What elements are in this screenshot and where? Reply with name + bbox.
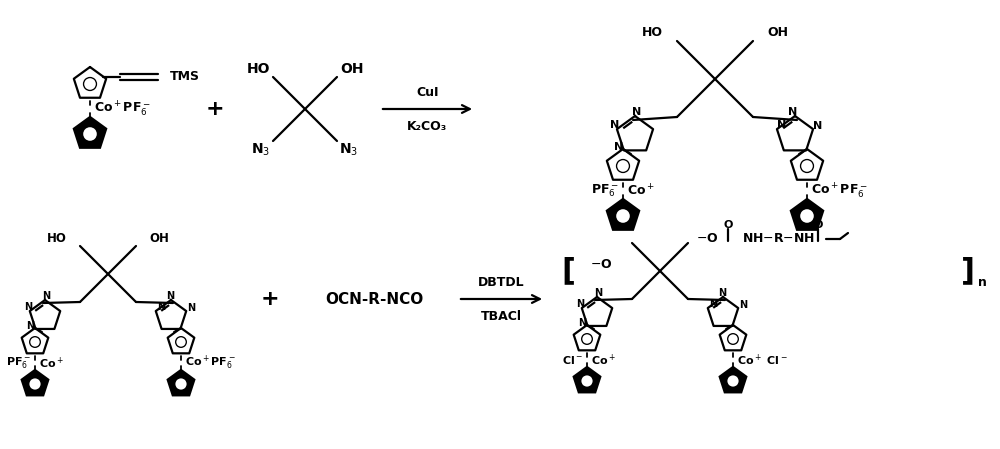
Text: N: N [157, 302, 165, 312]
Text: n: n [978, 276, 987, 289]
Text: O: O [723, 220, 733, 230]
Text: Co$^+$: Co$^+$ [627, 183, 655, 198]
Text: N: N [579, 318, 587, 328]
Text: N: N [813, 121, 823, 131]
Text: N: N [610, 120, 620, 130]
Circle shape [727, 375, 739, 387]
Text: HO: HO [246, 62, 270, 76]
Text: N: N [709, 299, 717, 309]
Text: $-$O: $-$O [696, 233, 718, 246]
Text: Co$^+$: Co$^+$ [591, 352, 616, 368]
Text: OCN-R-NCO: OCN-R-NCO [325, 291, 423, 307]
Text: Co$^+$PF$_6^-$: Co$^+$PF$_6^-$ [185, 354, 236, 372]
Polygon shape [22, 370, 48, 395]
Text: ]: ] [961, 256, 975, 286]
Text: N: N [166, 291, 174, 301]
Circle shape [83, 127, 97, 141]
Text: [: [ [561, 256, 575, 286]
Text: Co$^+$PF$_6^-$: Co$^+$PF$_6^-$ [94, 100, 151, 119]
Text: N: N [24, 302, 32, 312]
Text: NH$-$R$-$NH: NH$-$R$-$NH [742, 233, 814, 246]
Circle shape [800, 209, 814, 223]
Text: N$_3$: N$_3$ [339, 142, 359, 158]
Text: Cl$^-$: Cl$^-$ [562, 354, 583, 366]
Text: Co$^+$PF$_6^-$: Co$^+$PF$_6^-$ [811, 181, 868, 200]
Text: CuI: CuI [416, 85, 439, 98]
Circle shape [29, 379, 41, 390]
Text: N: N [614, 142, 623, 152]
Text: OH: OH [767, 26, 788, 40]
Polygon shape [791, 199, 823, 230]
Text: N: N [777, 120, 787, 130]
Circle shape [175, 379, 187, 390]
Text: N: N [42, 291, 50, 301]
Text: OH: OH [340, 62, 364, 76]
Text: K₂CO₃: K₂CO₃ [407, 119, 448, 132]
Text: TMS: TMS [170, 70, 200, 84]
Polygon shape [168, 370, 194, 395]
Text: +: + [206, 99, 224, 119]
Polygon shape [720, 367, 746, 392]
Polygon shape [574, 367, 600, 392]
Text: N: N [718, 288, 726, 298]
Text: +: + [261, 289, 279, 309]
Text: N: N [576, 299, 584, 309]
Text: PF$_6^-$: PF$_6^-$ [591, 183, 619, 199]
Text: DBTDL: DBTDL [478, 276, 525, 289]
Text: N: N [27, 321, 35, 331]
Text: N: N [187, 303, 195, 313]
Polygon shape [607, 199, 639, 230]
Text: O: O [813, 220, 823, 230]
Text: HO: HO [642, 26, 663, 40]
Text: TBACl: TBACl [481, 309, 522, 322]
Text: N: N [739, 300, 747, 310]
Text: Co$^+$ Cl$^-$: Co$^+$ Cl$^-$ [737, 352, 788, 368]
Text: N: N [788, 107, 798, 117]
Text: HO: HO [47, 233, 67, 246]
Polygon shape [74, 117, 106, 148]
Text: N$_3$: N$_3$ [251, 142, 271, 158]
Circle shape [616, 209, 630, 223]
Text: $-$O: $-$O [590, 257, 612, 270]
Circle shape [581, 375, 593, 387]
Text: PF$_6^-$: PF$_6^-$ [6, 356, 31, 370]
Text: N: N [632, 107, 642, 117]
Text: OH: OH [149, 233, 169, 246]
Text: N: N [594, 288, 602, 298]
Text: Co$^+$: Co$^+$ [39, 355, 64, 371]
